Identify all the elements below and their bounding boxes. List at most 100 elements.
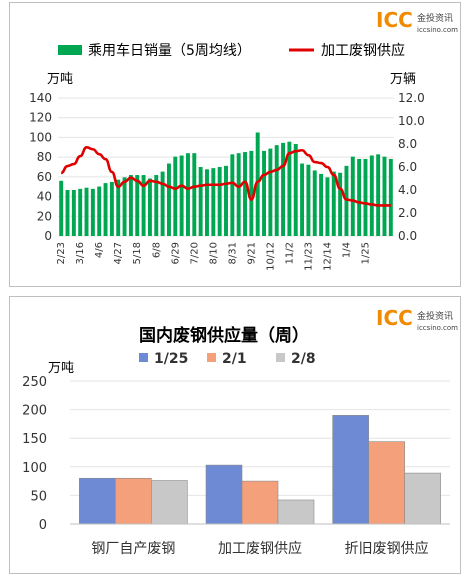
series-bar bbox=[79, 477, 116, 525]
right-axis-unit: 万辆 bbox=[390, 72, 416, 87]
chart2-x-axis: 钢厂自产废钢 加工废钢供应 折旧废钢供应 bbox=[70, 523, 450, 557]
right-tick-label: 4.0 bbox=[398, 183, 417, 197]
series-bar bbox=[404, 472, 441, 525]
legend-label-car-sales: 乘用车日销量（5周均线） bbox=[88, 42, 251, 59]
y-tick-label: 50 bbox=[30, 489, 47, 504]
x-tick-label: 3/16 bbox=[75, 242, 86, 264]
right-tick-label: 0.0 bbox=[398, 229, 417, 243]
car-sales-bar bbox=[350, 156, 355, 236]
svg-text:iccsino.com: iccsino.com bbox=[417, 324, 458, 332]
x-tick-label: 11/2 bbox=[284, 242, 295, 264]
right-tick-label: 10.0 bbox=[398, 114, 425, 128]
chart1-left-axis: 0 20 40 60 80 100 120 140 bbox=[29, 91, 52, 243]
x-tick-label: 8/31 bbox=[227, 242, 238, 264]
chart2-y-axis: 0 50 100 150 200 250 bbox=[22, 375, 47, 533]
car-sales-bar bbox=[65, 190, 70, 236]
category-label: 折旧废钢供应 bbox=[345, 540, 429, 557]
right-tick-label: 2.0 bbox=[398, 206, 417, 220]
x-tick-label: 8/10 bbox=[208, 242, 219, 264]
car-sales-bar bbox=[90, 188, 95, 236]
car-sales-bar bbox=[116, 179, 121, 236]
legend-swatch bbox=[139, 353, 148, 362]
series-bar bbox=[368, 441, 405, 525]
left-tick-label: 140 bbox=[29, 91, 52, 105]
svg-text:iccsino.com: iccsino.com bbox=[417, 26, 458, 34]
x-tick-label: 11/23 bbox=[303, 242, 314, 271]
car-sales-bar bbox=[78, 188, 83, 236]
chart2-unit: 万吨 bbox=[48, 361, 74, 376]
car-sales-bar bbox=[166, 163, 171, 236]
car-sales-scrap-chart: 0 20 40 60 80 100 120 140 0.0 2.0 4.0 6.0 8.0 10.0 12… bbox=[9, 2, 461, 287]
car-sales-bar bbox=[154, 175, 159, 236]
chart2-bars bbox=[79, 415, 441, 525]
car-sales-bar bbox=[84, 187, 89, 236]
left-tick-label: 120 bbox=[29, 111, 52, 125]
car-sales-bar bbox=[173, 156, 178, 236]
car-sales-bar bbox=[71, 190, 76, 236]
svg-text:金投资讯: 金投资讯 bbox=[417, 12, 453, 24]
car-sales-bar bbox=[300, 163, 305, 236]
car-sales-bar bbox=[376, 154, 381, 236]
left-tick-label: 20 bbox=[37, 209, 52, 223]
category-label: 加工废钢供应 bbox=[218, 540, 302, 557]
car-sales-bar bbox=[293, 144, 298, 236]
scrap-supply-line bbox=[60, 145, 391, 207]
car-sales-bar bbox=[344, 165, 349, 236]
left-tick-label: 0 bbox=[44, 229, 52, 243]
chart1-right-axis: 0.0 2.0 4.0 6.0 8.0 10.0 12.0 bbox=[398, 91, 425, 243]
car-sales-bar bbox=[109, 181, 114, 236]
svg-text:ICC: ICC bbox=[376, 306, 413, 330]
car-sales-bar bbox=[147, 178, 152, 236]
car-sales-bar bbox=[312, 170, 317, 236]
car-sales-bar bbox=[217, 167, 222, 236]
left-tick-label: 100 bbox=[29, 130, 52, 144]
car-sales-bar bbox=[274, 145, 279, 236]
car-sales-bar bbox=[224, 165, 228, 236]
right-tick-label: 8.0 bbox=[398, 137, 417, 151]
car-sales-bar bbox=[249, 150, 254, 236]
car-sales-bar bbox=[388, 158, 393, 236]
car-sales-bar bbox=[179, 155, 184, 236]
x-tick-label: 4/6 bbox=[94, 242, 105, 258]
domestic-scrap-supply-chart: 国内废钢供应量（周） 万吨 1/25 2/1 2/8 0 50 100 150 200 250… bbox=[9, 296, 461, 574]
series-bar bbox=[277, 499, 315, 525]
car-sales-bar bbox=[243, 152, 247, 236]
car-sales-bar bbox=[141, 175, 146, 236]
series-bar bbox=[332, 415, 369, 525]
y-tick-label: 250 bbox=[22, 375, 47, 390]
car-sales-bar bbox=[128, 175, 133, 236]
car-sales-bar bbox=[230, 154, 235, 236]
x-tick-label: 5/18 bbox=[132, 242, 143, 264]
x-tick-label: 6/8 bbox=[151, 242, 162, 258]
legend-swatch-car-sales bbox=[58, 45, 82, 55]
car-sales-bar bbox=[236, 153, 241, 236]
icc-logo-graphic: ICC 金投资讯 iccsino.com bbox=[376, 8, 458, 34]
x-tick-label: 6/29 bbox=[170, 242, 181, 264]
car-sales-bar bbox=[331, 171, 336, 236]
car-sales-bar bbox=[357, 158, 362, 236]
category-label: 钢厂自产废钢 bbox=[91, 541, 175, 557]
legend-label-scrap-supply: 加工废钢供应 bbox=[321, 42, 405, 59]
car-sales-bar bbox=[338, 172, 343, 236]
car-sales-bar bbox=[363, 158, 368, 236]
car-sales-bar bbox=[287, 141, 292, 236]
left-tick-label: 80 bbox=[37, 150, 52, 164]
legend-swatch bbox=[276, 353, 285, 362]
car-sales-bar bbox=[382, 156, 387, 236]
left-axis-unit: 万吨 bbox=[47, 72, 73, 87]
x-tick-label: 9/21 bbox=[246, 242, 257, 264]
series-bar bbox=[205, 464, 243, 525]
car-sales-bar bbox=[103, 183, 108, 236]
car-sales-bar bbox=[205, 169, 209, 236]
svg-text:金投资讯: 金投资讯 bbox=[417, 310, 453, 322]
car-sales-bar bbox=[255, 132, 260, 236]
x-tick-label: 1/25 bbox=[360, 242, 371, 264]
series-bar bbox=[115, 477, 152, 525]
x-tick-label: 7/20 bbox=[189, 242, 200, 264]
y-tick-label: 100 bbox=[22, 461, 47, 476]
left-tick-label: 60 bbox=[37, 170, 52, 184]
car-sales-bar bbox=[135, 175, 140, 236]
x-tick-label: 12/14 bbox=[322, 242, 333, 271]
car-sales-bar bbox=[192, 153, 197, 236]
chart2-canvas: 国内废钢供应量（周） 万吨 1/25 2/1 2/8 0 50 100 150 200 250… bbox=[22, 325, 450, 557]
